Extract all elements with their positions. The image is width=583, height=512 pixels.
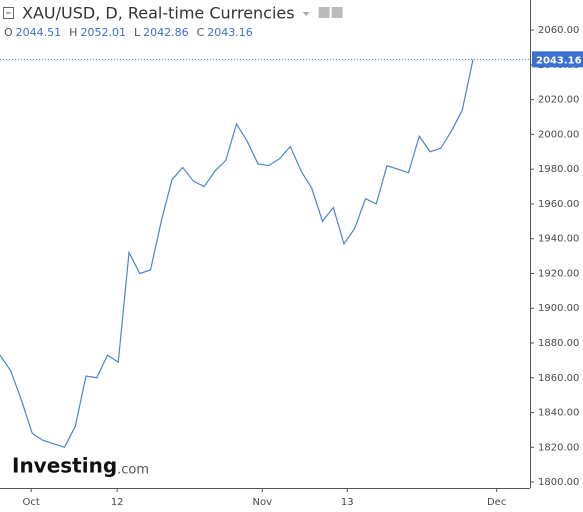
y-tick-label: 1900.00 (538, 303, 579, 314)
y-tick-label: 1800.00 (538, 477, 579, 488)
dropdown-arrow[interactable] (302, 12, 310, 16)
ohlc-value: 2043.16 (207, 26, 253, 39)
ohlc-label: H (69, 26, 77, 39)
y-tick-label: 2000.00 (538, 129, 579, 140)
x-tick-label: 13 (341, 497, 354, 508)
last-price-box (532, 51, 583, 68)
y-tick-label: 1920.00 (538, 268, 579, 279)
y-tick-label: 1960.00 (538, 199, 579, 210)
price-line (0, 59, 474, 449)
y-tick-label: 1820.00 (538, 442, 579, 453)
x-tick-label: Oct (23, 497, 40, 508)
ohlc-label: C (197, 26, 205, 39)
y-tick-label: 1860.00 (538, 373, 579, 384)
y-tick-label: 1940.00 (538, 234, 579, 245)
y-tick-label: 2020.00 (538, 95, 579, 106)
icon-group (318, 7, 343, 18)
y-tick-label: 2060.00 (538, 25, 579, 36)
eye-icon[interactable] (318, 7, 330, 18)
watermark-suffix: .com (117, 463, 149, 478)
chart-title: XAU/USD, D, Real-time Currencies (22, 4, 295, 23)
settings-icon[interactable] (331, 7, 343, 18)
y-tick-label: 1980.00 (538, 164, 579, 175)
x-tick-label: 12 (111, 497, 124, 508)
ohlc-value: 2044.51 (16, 26, 62, 39)
ohlc-value: 2042.86 (143, 26, 189, 39)
ohlc-label: L (134, 26, 141, 39)
y-tick-label: 1880.00 (538, 338, 579, 349)
watermark-brand: Investing (12, 454, 117, 478)
ohlc-label: O (4, 26, 13, 39)
collapse-icon[interactable] (3, 7, 14, 19)
ohlc-value: 2052.01 (80, 26, 126, 39)
last-price-label: 2043.16 (536, 55, 582, 66)
y-tick-label: 1840.00 (538, 408, 579, 419)
x-tick-label: Nov (253, 497, 273, 508)
x-tick-label: Dec (487, 497, 506, 508)
ohlc-row: O 2044.51 H 2052.01 L 2042.86 C 2043.16 (4, 26, 253, 39)
